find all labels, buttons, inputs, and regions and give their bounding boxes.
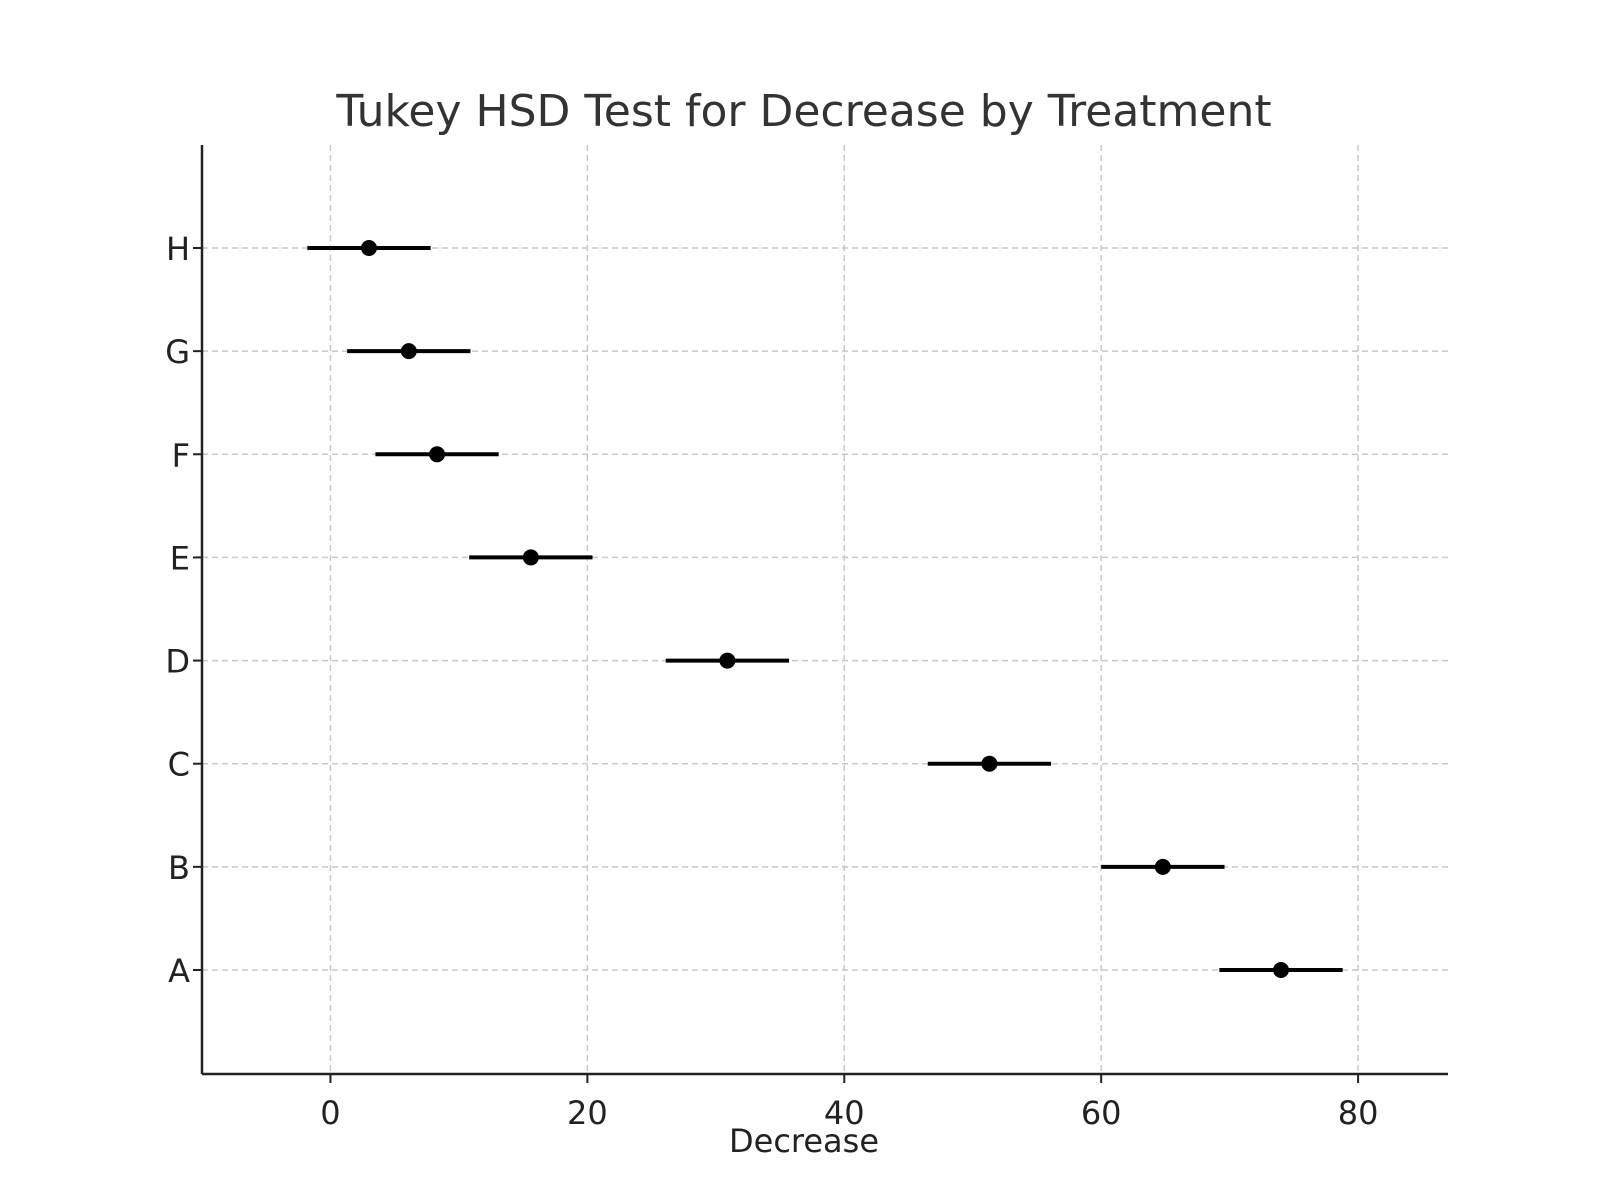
mean-point-f (429, 446, 446, 463)
mean-point-a (1273, 962, 1290, 978)
y-tick-label-b: B (168, 849, 190, 887)
x-tick-label: 0 (320, 1094, 340, 1132)
x-tick-label: 20 (567, 1094, 608, 1132)
chart-title: Tukey HSD Test for Decrease by Treatment (335, 86, 1271, 137)
grid-lines (202, 145, 1448, 1074)
y-tick-label-e: E (170, 539, 190, 577)
mean-point-h (360, 240, 377, 256)
y-tick-label-f: F (172, 436, 190, 474)
data-marks (307, 240, 1343, 978)
y-tick-label-c: C (168, 746, 190, 784)
y-tick-label-g: G (165, 333, 190, 371)
x-tick-label: 80 (1338, 1094, 1379, 1132)
mean-point-d (719, 652, 736, 669)
y-tick-label-a: A (168, 952, 190, 990)
mean-point-e (522, 549, 539, 566)
mean-point-c (981, 755, 998, 772)
y-tick-label-h: H (166, 230, 190, 268)
x-tick-label: 40 (824, 1094, 865, 1132)
x-tick-label: 60 (1081, 1094, 1122, 1132)
mean-point-b (1154, 858, 1171, 875)
y-tick-label-d: D (165, 643, 190, 681)
tick-labels: 0 20 40 60 80 A B C D E F G H (165, 230, 1378, 1132)
x-axis-label: Decrease (729, 1122, 879, 1160)
mean-point-g (400, 343, 417, 360)
axes (193, 145, 1448, 1083)
